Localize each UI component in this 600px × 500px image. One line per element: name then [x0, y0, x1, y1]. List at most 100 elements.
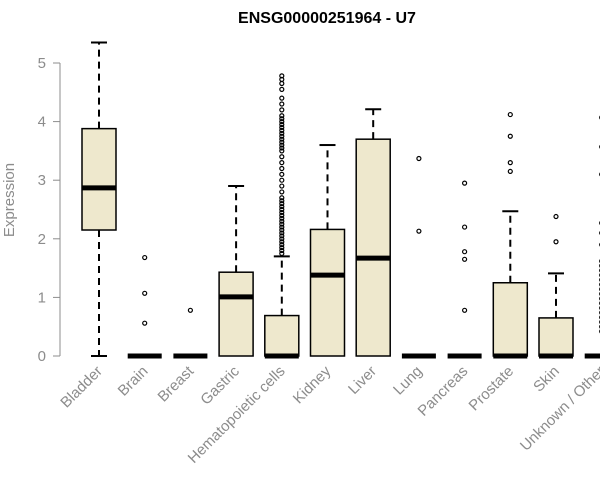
box-unknown-other: [584, 115, 600, 359]
outlier-point: [279, 212, 285, 218]
outlier-point: [142, 320, 148, 326]
x-tick-label: Skin: [530, 363, 563, 396]
outlier-point: [279, 107, 285, 113]
outlier-point: [279, 73, 285, 79]
box-prostate: [492, 111, 529, 359]
y-tick-label: 2: [38, 231, 46, 248]
outlier-point: [279, 136, 285, 142]
y-tick-label: 4: [38, 114, 46, 131]
y-tick-label: 5: [38, 55, 46, 72]
x-tick-label: Bladder: [57, 363, 106, 412]
outlier-point: [279, 244, 285, 251]
outlier-point: [507, 133, 513, 139]
y-axis-label: Expression: [1, 163, 18, 237]
outlier-point: [279, 121, 285, 128]
outlier-point: [279, 171, 285, 177]
outlier-point: [416, 228, 422, 234]
outlier-point: [279, 195, 285, 201]
box-gastric: [218, 185, 254, 357]
outlier-point: [279, 160, 285, 166]
outlier-point: [279, 154, 285, 160]
box-skin: [538, 213, 574, 359]
outlier-point: [279, 198, 285, 204]
outlier-point: [462, 307, 468, 313]
outlier-point: [279, 236, 285, 242]
outlier-point: [279, 124, 285, 131]
x-tick-label: Lung: [390, 363, 426, 399]
outlier-point: [279, 113, 285, 119]
outlier-point: [279, 218, 285, 224]
box-rect: [218, 271, 254, 357]
outlier-point: [142, 254, 148, 261]
chart-title: ENSG00000251964 - U7: [238, 10, 416, 27]
outlier-point: [553, 213, 559, 220]
outlier-point: [279, 230, 285, 236]
outlier-point: [507, 111, 513, 118]
y-tick-label: 1: [38, 289, 46, 306]
outlier-point: [279, 239, 285, 245]
box-pancreas: [447, 180, 482, 359]
box-lung: [401, 155, 436, 359]
outlier-point: [279, 224, 285, 230]
x-tick-label: Gastric: [197, 362, 243, 408]
outlier-point: [279, 242, 285, 248]
outlier-point: [279, 101, 285, 107]
y-axis: 0 1 2 3 4 5: [38, 55, 61, 365]
outlier-point: [279, 142, 285, 148]
outlier-point: [279, 86, 285, 92]
outlier-point: [279, 227, 285, 233]
outlier-point: [279, 139, 285, 145]
outlier-point: [279, 206, 285, 213]
outlier-point: [462, 249, 468, 255]
outlier-point: [462, 256, 468, 262]
outlier-point: [279, 148, 285, 154]
x-tick-label: Kidney: [290, 362, 335, 407]
outlier-point: [279, 130, 285, 136]
box-hematopoietic-cells: [264, 73, 300, 359]
outlier-point: [279, 127, 285, 133]
outlier-point: [187, 307, 193, 313]
outlier-point: [279, 177, 285, 183]
outlier-point: [279, 80, 285, 87]
box-rect: [309, 228, 346, 357]
outlier-point: [279, 221, 285, 227]
box-rect: [492, 282, 529, 357]
outlier-point: [279, 165, 285, 172]
outlier-point: [507, 168, 513, 175]
outlier-point: [462, 224, 468, 230]
outlier-point: [142, 290, 148, 296]
x-tick-label: Pancreas: [415, 363, 472, 420]
outlier-point: [279, 133, 285, 139]
outlier-point: [279, 201, 285, 207]
outlier-point: [279, 118, 285, 125]
outlier-point: [416, 155, 422, 162]
box-rect: [264, 314, 300, 357]
x-tick-label: Brain: [115, 363, 152, 400]
box-bladder: [81, 41, 117, 357]
outlier-point: [279, 250, 285, 257]
y-tick-label: 3: [38, 172, 46, 189]
outlier-point: [279, 116, 285, 122]
box-liver: [355, 108, 391, 357]
box-breast: [173, 307, 208, 359]
outlier-point: [279, 233, 285, 239]
x-tick-label: Breast: [155, 362, 198, 405]
outlier-point: [279, 145, 285, 151]
box-group: [81, 41, 600, 359]
x-tick-label: Liver: [345, 363, 380, 398]
outlier-point: [279, 215, 285, 221]
outlier-point: [279, 183, 285, 189]
box-kidney: [309, 144, 346, 357]
box-rect: [355, 138, 391, 357]
box-brain: [127, 254, 162, 359]
outlier-point: [279, 189, 285, 195]
box-rect: [538, 317, 574, 357]
x-tick-label: Prostate: [466, 363, 518, 415]
y-tick-label: 0: [38, 348, 46, 365]
outlier-point: [279, 247, 285, 254]
outlier-point: [553, 239, 559, 245]
outlier-point: [462, 180, 468, 186]
outlier-point: [279, 203, 285, 210]
